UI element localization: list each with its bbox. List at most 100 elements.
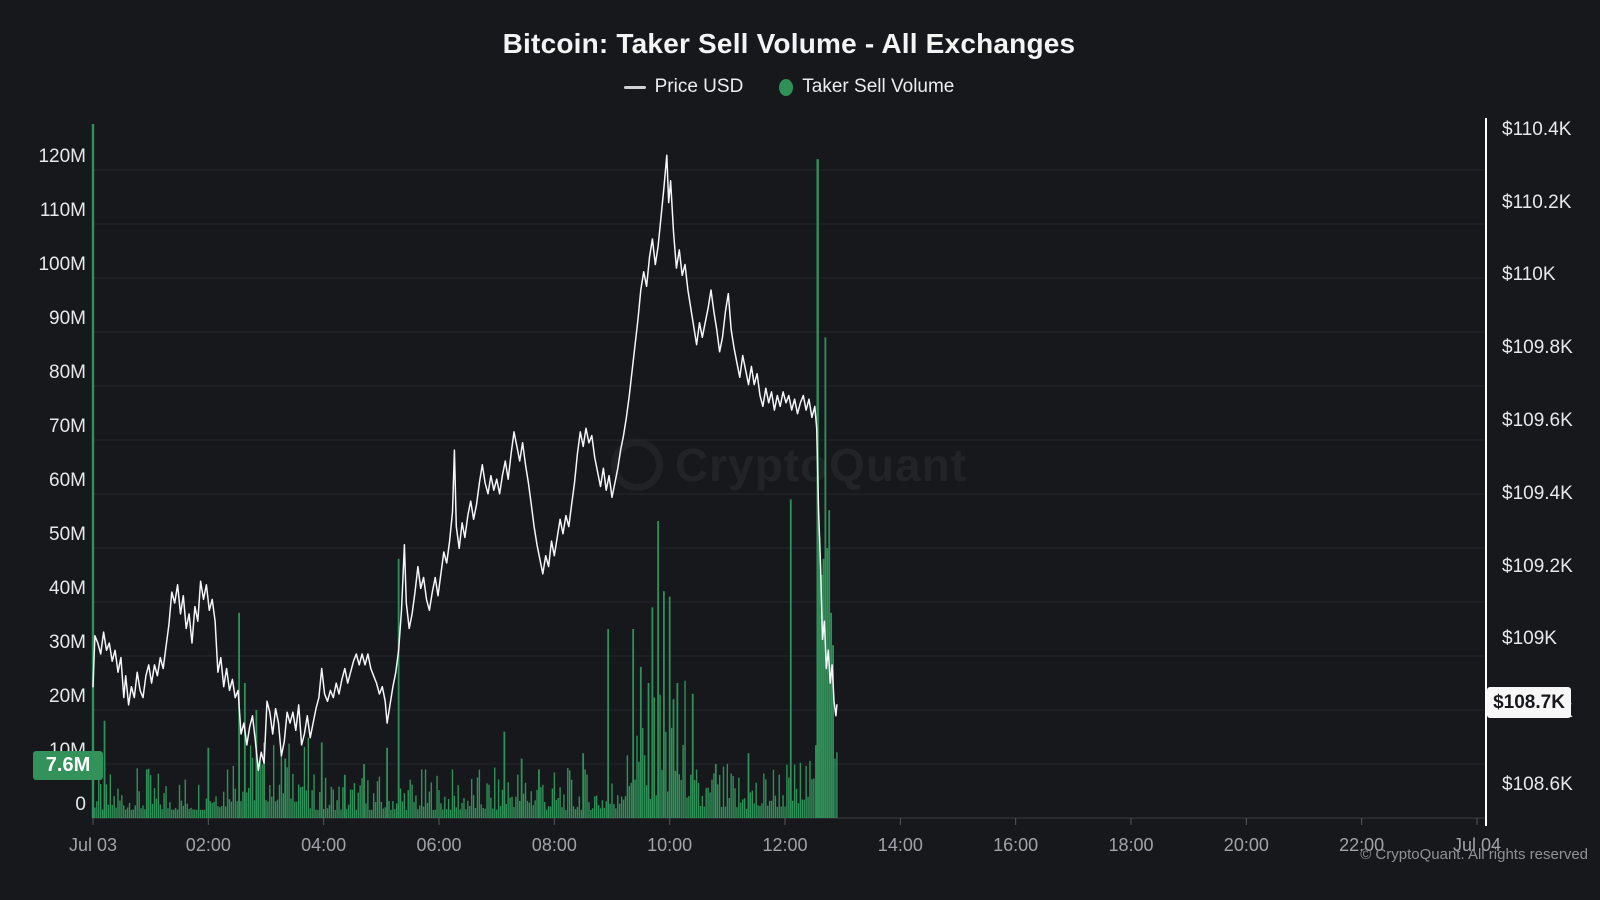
volume-bar [703,806,705,818]
volume-bar [686,797,688,818]
volume-dot-marker-icon [779,78,794,96]
volume-bar [661,769,663,818]
volume-bar [532,805,534,818]
volume-bar [818,537,821,818]
volume-bar [478,769,481,818]
volume-bar [184,779,186,818]
volume-bar [378,776,381,818]
volume-bar [488,784,490,818]
volume-bar [111,804,113,818]
volume-bar [655,795,657,818]
volume-bar [524,782,527,818]
volume-bar [353,783,356,818]
volume-bar [722,766,725,818]
volume-bar [724,806,727,818]
volume-axis-label: 100M [38,254,86,275]
volume-bar [434,809,436,818]
volume-bar [486,783,488,818]
volume-bar [520,758,523,818]
volume-bar [776,806,779,818]
volume-bar [376,781,379,818]
volume-bar [278,784,281,818]
volume-bar [326,808,329,818]
volume-bar [805,765,807,818]
volume-bar [505,804,507,818]
volume-bar [367,780,369,818]
volume-bar [201,809,204,818]
volume-bar [105,784,108,818]
volume-bar [622,799,625,818]
volume-bar [178,784,181,818]
volume-bar [384,807,386,818]
volume-bar [294,801,296,818]
volume-bar [617,795,619,818]
volume-bar [795,788,798,818]
volume-bar [615,808,617,818]
volume-bar [140,808,142,818]
price-axis-label: $110.2K [1502,191,1572,213]
volume-bar [248,787,250,818]
volume-bar [151,803,154,818]
volume-bar [732,776,734,818]
volume-bar [128,802,131,818]
volume-axis-label: 0 [75,794,86,815]
volume-bar [451,769,454,818]
volume-bar [822,558,825,818]
volume-bar [303,746,306,818]
volume-bar [638,761,640,818]
volume-bar [515,796,517,818]
volume-bar [174,807,177,818]
volume-bar [165,786,167,818]
volume-bar [528,802,531,818]
volume-bar [305,790,308,818]
volume-bar [618,803,621,818]
volume-bar [678,774,680,818]
volume-bar [346,809,348,818]
volume-bar [430,782,433,818]
volume-bar [157,773,160,818]
legend: Price USD Taker Sell Volume [0,76,1578,98]
volume-bar [274,801,277,818]
volume-bar [123,805,125,818]
volume-bar [826,548,829,818]
volume-bar [211,803,213,818]
volume-bar [453,795,456,818]
volume-bar [374,801,377,818]
time-axis-label: 14:00 [877,835,923,855]
legend-item-volume[interactable]: Taker Sell Volume [779,76,954,98]
volume-bar [219,807,221,818]
volume-bar [288,743,290,818]
volume-bar [290,798,292,818]
volume-bar [742,799,744,818]
volume-bar [343,774,346,818]
volume-bar [774,795,777,818]
legend-item-price[interactable]: Price USD [623,76,743,98]
volume-bar [390,809,392,818]
volume-bar [340,809,342,818]
volume-bar [257,765,260,818]
volume-bar [192,809,194,818]
volume-bar [688,796,690,818]
volume-bar [167,808,169,818]
volume-bar [609,803,611,818]
volume-bar [511,796,513,818]
volume-bar [148,768,150,818]
volume-bar [824,337,827,818]
volume-bar [422,806,425,818]
time-axis-label: 10:00 [647,835,693,855]
volume-bar [401,801,404,818]
volume-bar [540,787,542,818]
volume-bar [639,666,642,818]
volume-bar [763,773,765,818]
volume-bar [328,804,331,818]
volume-bar [482,808,484,818]
volume-bar [690,774,692,818]
volume-bar [447,798,450,818]
volume-bar [280,749,283,818]
volume-bar [526,800,529,818]
volume-bar [632,629,635,818]
volume-bar [603,807,606,818]
volume-bar [242,791,244,818]
